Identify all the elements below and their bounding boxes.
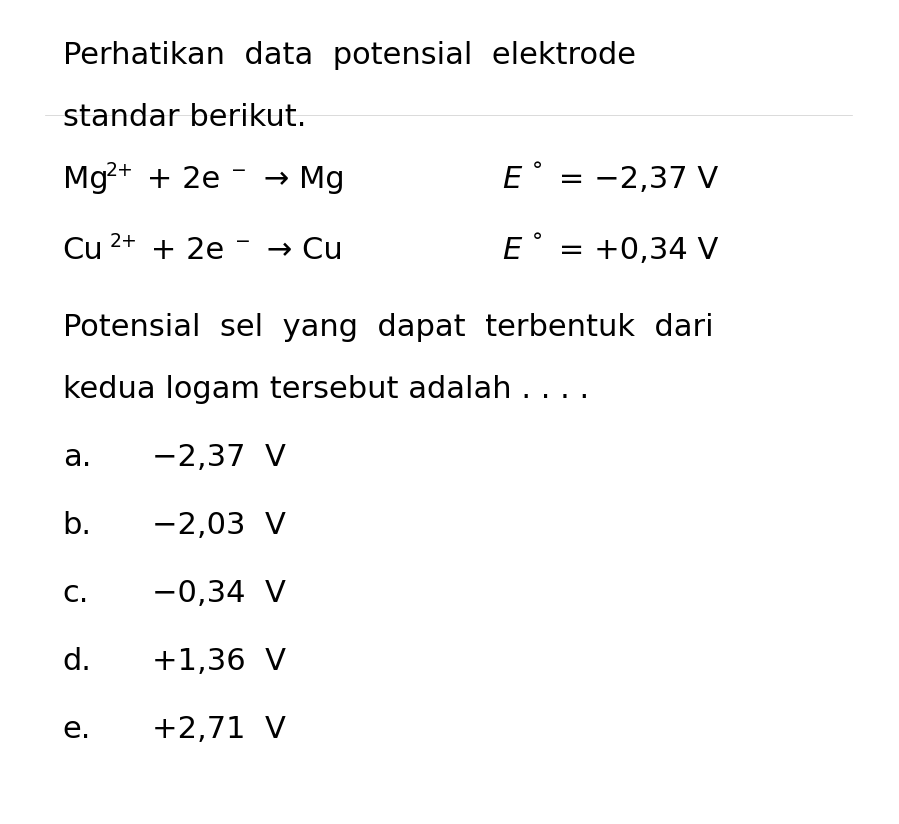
Text: c.: c. — [63, 578, 89, 608]
Text: Potensial  sel  yang  dapat  terbentuk  dari: Potensial sel yang dapat terbentuk dari — [63, 313, 714, 342]
Text: °: ° — [531, 232, 543, 252]
Text: e.: e. — [63, 714, 91, 744]
Text: d.: d. — [63, 647, 92, 676]
Text: E: E — [502, 165, 521, 194]
Text: + 2e: + 2e — [141, 236, 224, 265]
Text: −: − — [231, 161, 247, 180]
Text: b.: b. — [63, 511, 92, 540]
Text: = −2,37 V: = −2,37 V — [549, 165, 718, 194]
Text: °: ° — [531, 161, 543, 180]
Text: → Mg: → Mg — [254, 165, 344, 194]
Text: Cu: Cu — [63, 236, 103, 265]
Text: Perhatikan  data  potensial  elektrode: Perhatikan data potensial elektrode — [63, 41, 636, 70]
Text: → Cu: → Cu — [257, 236, 343, 265]
Text: standar berikut.: standar berikut. — [63, 103, 307, 132]
Text: kedua logam tersebut adalah . . . .: kedua logam tersebut adalah . . . . — [63, 375, 589, 404]
Text: −2,37  V: −2,37 V — [152, 442, 286, 472]
Text: a.: a. — [63, 442, 91, 472]
Text: + 2e: + 2e — [138, 165, 220, 194]
Text: Mg: Mg — [63, 165, 109, 194]
Text: +2,71  V: +2,71 V — [152, 714, 286, 744]
Text: 2+: 2+ — [106, 161, 134, 180]
Text: E: E — [502, 236, 521, 265]
Text: 2+: 2+ — [110, 232, 138, 250]
Text: −0,34  V: −0,34 V — [152, 578, 286, 608]
Text: −2,03  V: −2,03 V — [152, 511, 286, 540]
Text: −: − — [235, 232, 251, 250]
Text: +1,36  V: +1,36 V — [152, 647, 287, 676]
Text: = +0,34 V: = +0,34 V — [549, 236, 719, 265]
